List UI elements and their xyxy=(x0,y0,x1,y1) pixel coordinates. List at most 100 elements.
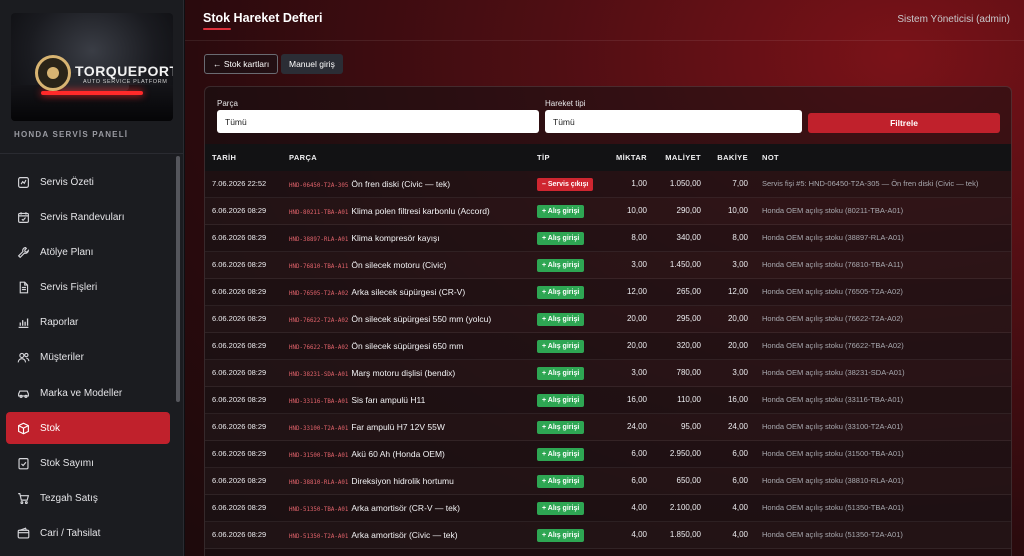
row-date: 6.06.2026 08:29 xyxy=(212,449,267,458)
sidebar-item-raporlar[interactable]: Raporlar xyxy=(6,307,170,339)
part-code: HND-38810-RLA-A01 xyxy=(289,480,349,486)
sidebar-item-servis-ozeti[interactable]: Servis Özeti xyxy=(6,166,170,198)
row-part: HND-80211-TBA-A01 Klima polen filtresi ka… xyxy=(289,206,529,216)
row-quantity: 6,00 xyxy=(631,449,647,458)
document-icon xyxy=(19,281,29,294)
table-row[interactable]: 6.06.2026 08:29 HND-33100-T2A-A01 Far amp… xyxy=(205,414,1011,441)
main-content: Stok Hareket Defteri Sistem Yöneticisi (… xyxy=(185,0,1024,556)
filter-button[interactable]: Filtrele xyxy=(808,113,1000,133)
movement-type-badge: + Alış girişi xyxy=(537,502,585,515)
table-row[interactable]: 6.06.2026 08:29 HND-51350-T2A-A01 Arka am… xyxy=(205,522,1011,549)
part-code: HND-76622-TBA-A02 xyxy=(289,345,349,351)
table-row[interactable]: 6.06.2026 08:29 HND-38810-RLA-A01 Direksi… xyxy=(205,468,1011,495)
sidebar-item-servis-fisleri[interactable]: Servis Fişleri xyxy=(6,272,170,304)
row-part: HND-76505-T2A-A02 Arka silecek süpürgesi … xyxy=(289,287,529,297)
sidebar-item-stok-sayimi[interactable]: Stok Sayımı xyxy=(6,448,170,480)
row-date: 6.06.2026 08:29 xyxy=(212,368,267,377)
row-balance: 3,00 xyxy=(732,260,748,269)
part-name: Sis farı ampulü H11 xyxy=(351,395,426,405)
row-quantity: 16,00 xyxy=(626,395,647,404)
movement-type-badge: + Alış girişi xyxy=(537,232,585,245)
table-row[interactable]: 6.06.2026 08:29 HND-76622-T2A-A02 Ön sile… xyxy=(205,306,1011,333)
part-name: Arka amortisör (Civic — tek) xyxy=(351,530,458,540)
table-body: 7.06.2026 22:52 HND-06450-T2A-305 Ön fren… xyxy=(205,171,1011,549)
sidebar-item-label: Atölye Planı xyxy=(40,246,94,258)
sidebar-item-label: Marka ve Modeller xyxy=(40,387,123,399)
movement-type-badge: + Alış girişi xyxy=(537,421,585,434)
car-icon xyxy=(18,390,29,398)
table-row[interactable]: 7.06.2026 22:52 HND-06450-T2A-305 Ön fren… xyxy=(205,171,1011,198)
row-date: 6.06.2026 08:29 xyxy=(212,503,267,512)
row-balance: 6,00 xyxy=(732,476,748,485)
movement-type-badge: + Alış girişi xyxy=(537,448,585,461)
row-balance: 7,00 xyxy=(732,179,748,188)
row-quantity: 4,00 xyxy=(631,530,647,539)
table-row[interactable]: 6.06.2026 08:29 HND-51350-TBA-A01 Arka am… xyxy=(205,495,1011,522)
table-row[interactable]: 6.06.2026 08:29 HND-80211-TBA-A01 Klima p… xyxy=(205,198,1011,225)
row-part: HND-76622-T2A-A02 Ön silecek süpürgesi 55… xyxy=(289,314,529,324)
row-part: HND-51350-T2A-A01 Arka amortisör (Civic —… xyxy=(289,530,529,540)
sidebar-item-marka-ve-modeller[interactable]: Marka ve Modeller xyxy=(6,377,170,409)
part-code: HND-76622-T2A-A02 xyxy=(289,318,349,324)
part-code: HND-31500-TBA-A01 xyxy=(289,453,349,459)
table-row[interactable]: 6.06.2026 08:29 HND-33116-TBA-A01 Sis far… xyxy=(205,387,1011,414)
part-filter-select[interactable]: Tümü xyxy=(217,110,539,133)
manual-entry-button[interactable]: Manuel giriş xyxy=(281,54,343,74)
back-to-stock-cards-button[interactable]: ← Stok kartları xyxy=(204,54,279,74)
part-code: HND-51350-TBA-A01 xyxy=(289,507,349,513)
table-row[interactable]: 6.06.2026 08:29 HND-76622-TBA-A02 Ön sile… xyxy=(205,333,1011,360)
row-quantity: 8,00 xyxy=(631,233,647,242)
movement-type-badge: + Alış girişi xyxy=(537,529,585,542)
logo-subtitle: AUTO SERVICE PLATFORM xyxy=(83,79,168,85)
sidebar-item-musteriler[interactable]: Müşteriler xyxy=(6,342,170,374)
cart-icon xyxy=(18,493,30,505)
row-note: Honda OEM açılış stoku (38897-RLA-A01) xyxy=(762,233,904,242)
sidebar-item-label: Tezgah Satış xyxy=(40,493,98,505)
table-row[interactable]: 6.06.2026 08:29 HND-31500-TBA-A01 Akü 60 … xyxy=(205,441,1011,468)
row-quantity: 3,00 xyxy=(631,260,647,269)
part-name: Klima polen filtresi karbonlu (Accord) xyxy=(351,206,490,216)
row-balance: 16,00 xyxy=(727,395,748,404)
column-header-note: NOT xyxy=(762,153,780,162)
part-code: HND-38231-SDA-A01 xyxy=(289,372,349,378)
row-cost: 265,00 xyxy=(676,287,701,296)
row-cost: 340,00 xyxy=(676,233,701,242)
row-cost: 2.100,00 xyxy=(669,503,701,512)
sidebar-scrollbar[interactable] xyxy=(176,156,180,402)
sidebar-item-tezgah-satis[interactable]: Tezgah Satış xyxy=(6,483,170,515)
table-row[interactable]: 6.06.2026 08:29 HND-38231-SDA-A01 Marş mo… xyxy=(205,360,1011,387)
row-note: Honda OEM açılış stoku (38231-SDA-A01) xyxy=(762,368,905,377)
row-part: HND-76622-TBA-A02 Ön silecek süpürgesi 65… xyxy=(289,341,529,351)
type-filter-select[interactable]: Tümü xyxy=(545,110,802,133)
sidebar-item-cari-tahsilat[interactable]: Cari / Tahsilat xyxy=(6,518,170,550)
stock-movements-card: Parça Tümü Hareket tipi Tümü Filtrele TA… xyxy=(204,86,1012,556)
sidebar-item-label: Stok Sayımı xyxy=(40,458,94,469)
row-date: 6.06.2026 08:29 xyxy=(212,260,267,269)
sidebar-item-atolye-plani[interactable]: Atölye Planı xyxy=(6,236,170,268)
row-balance: 4,00 xyxy=(732,503,748,512)
part-code: HND-51350-T2A-A01 xyxy=(289,534,349,540)
sidebar-item-servis-randevulari[interactable]: Servis Randevuları xyxy=(6,201,170,233)
table-row[interactable]: 6.06.2026 08:29 HND-76810-TBA-A11 Ön sile… xyxy=(205,252,1011,279)
row-date: 6.06.2026 08:29 xyxy=(212,233,267,242)
row-date: 6.06.2026 08:29 xyxy=(212,341,267,350)
user-menu[interactable]: Sistem Yöneticisi (admin) xyxy=(897,14,1010,25)
row-quantity: 3,00 xyxy=(631,368,647,377)
row-note: Honda OEM açılış stoku (33100-T2A-A01) xyxy=(762,422,903,431)
sidebar-item-stok[interactable]: Stok xyxy=(6,412,170,445)
box-icon xyxy=(18,422,29,435)
table-row[interactable]: 6.06.2026 08:29 HND-76505-T2A-A02 Arka si… xyxy=(205,279,1011,306)
row-date: 6.06.2026 08:29 xyxy=(212,530,267,539)
row-cost: 290,00 xyxy=(676,206,701,215)
part-name: Marş motoru dişlisi (bendix) xyxy=(351,368,456,378)
part-code: HND-38897-RLA-A01 xyxy=(289,237,349,243)
row-part: HND-76810-TBA-A11 Ön silecek motoru (Civi… xyxy=(289,260,529,270)
part-name: Klima kompresör kayışı xyxy=(351,233,440,243)
checklist-icon xyxy=(18,458,29,470)
brand-logo[interactable]: TORQUEPORT AUTO SERVICE PLATFORM xyxy=(11,13,173,121)
part-code: HND-33100-T2A-A01 xyxy=(289,426,349,432)
movement-type-badge: + Alış girişi xyxy=(537,259,585,272)
table-row[interactable]: 6.06.2026 08:29 HND-38897-RLA-A01 Klima k… xyxy=(205,225,1011,252)
part-name: Ön silecek süpürgesi 550 mm (yolcu) xyxy=(351,314,492,324)
column-header-date: TARİH xyxy=(212,153,237,162)
